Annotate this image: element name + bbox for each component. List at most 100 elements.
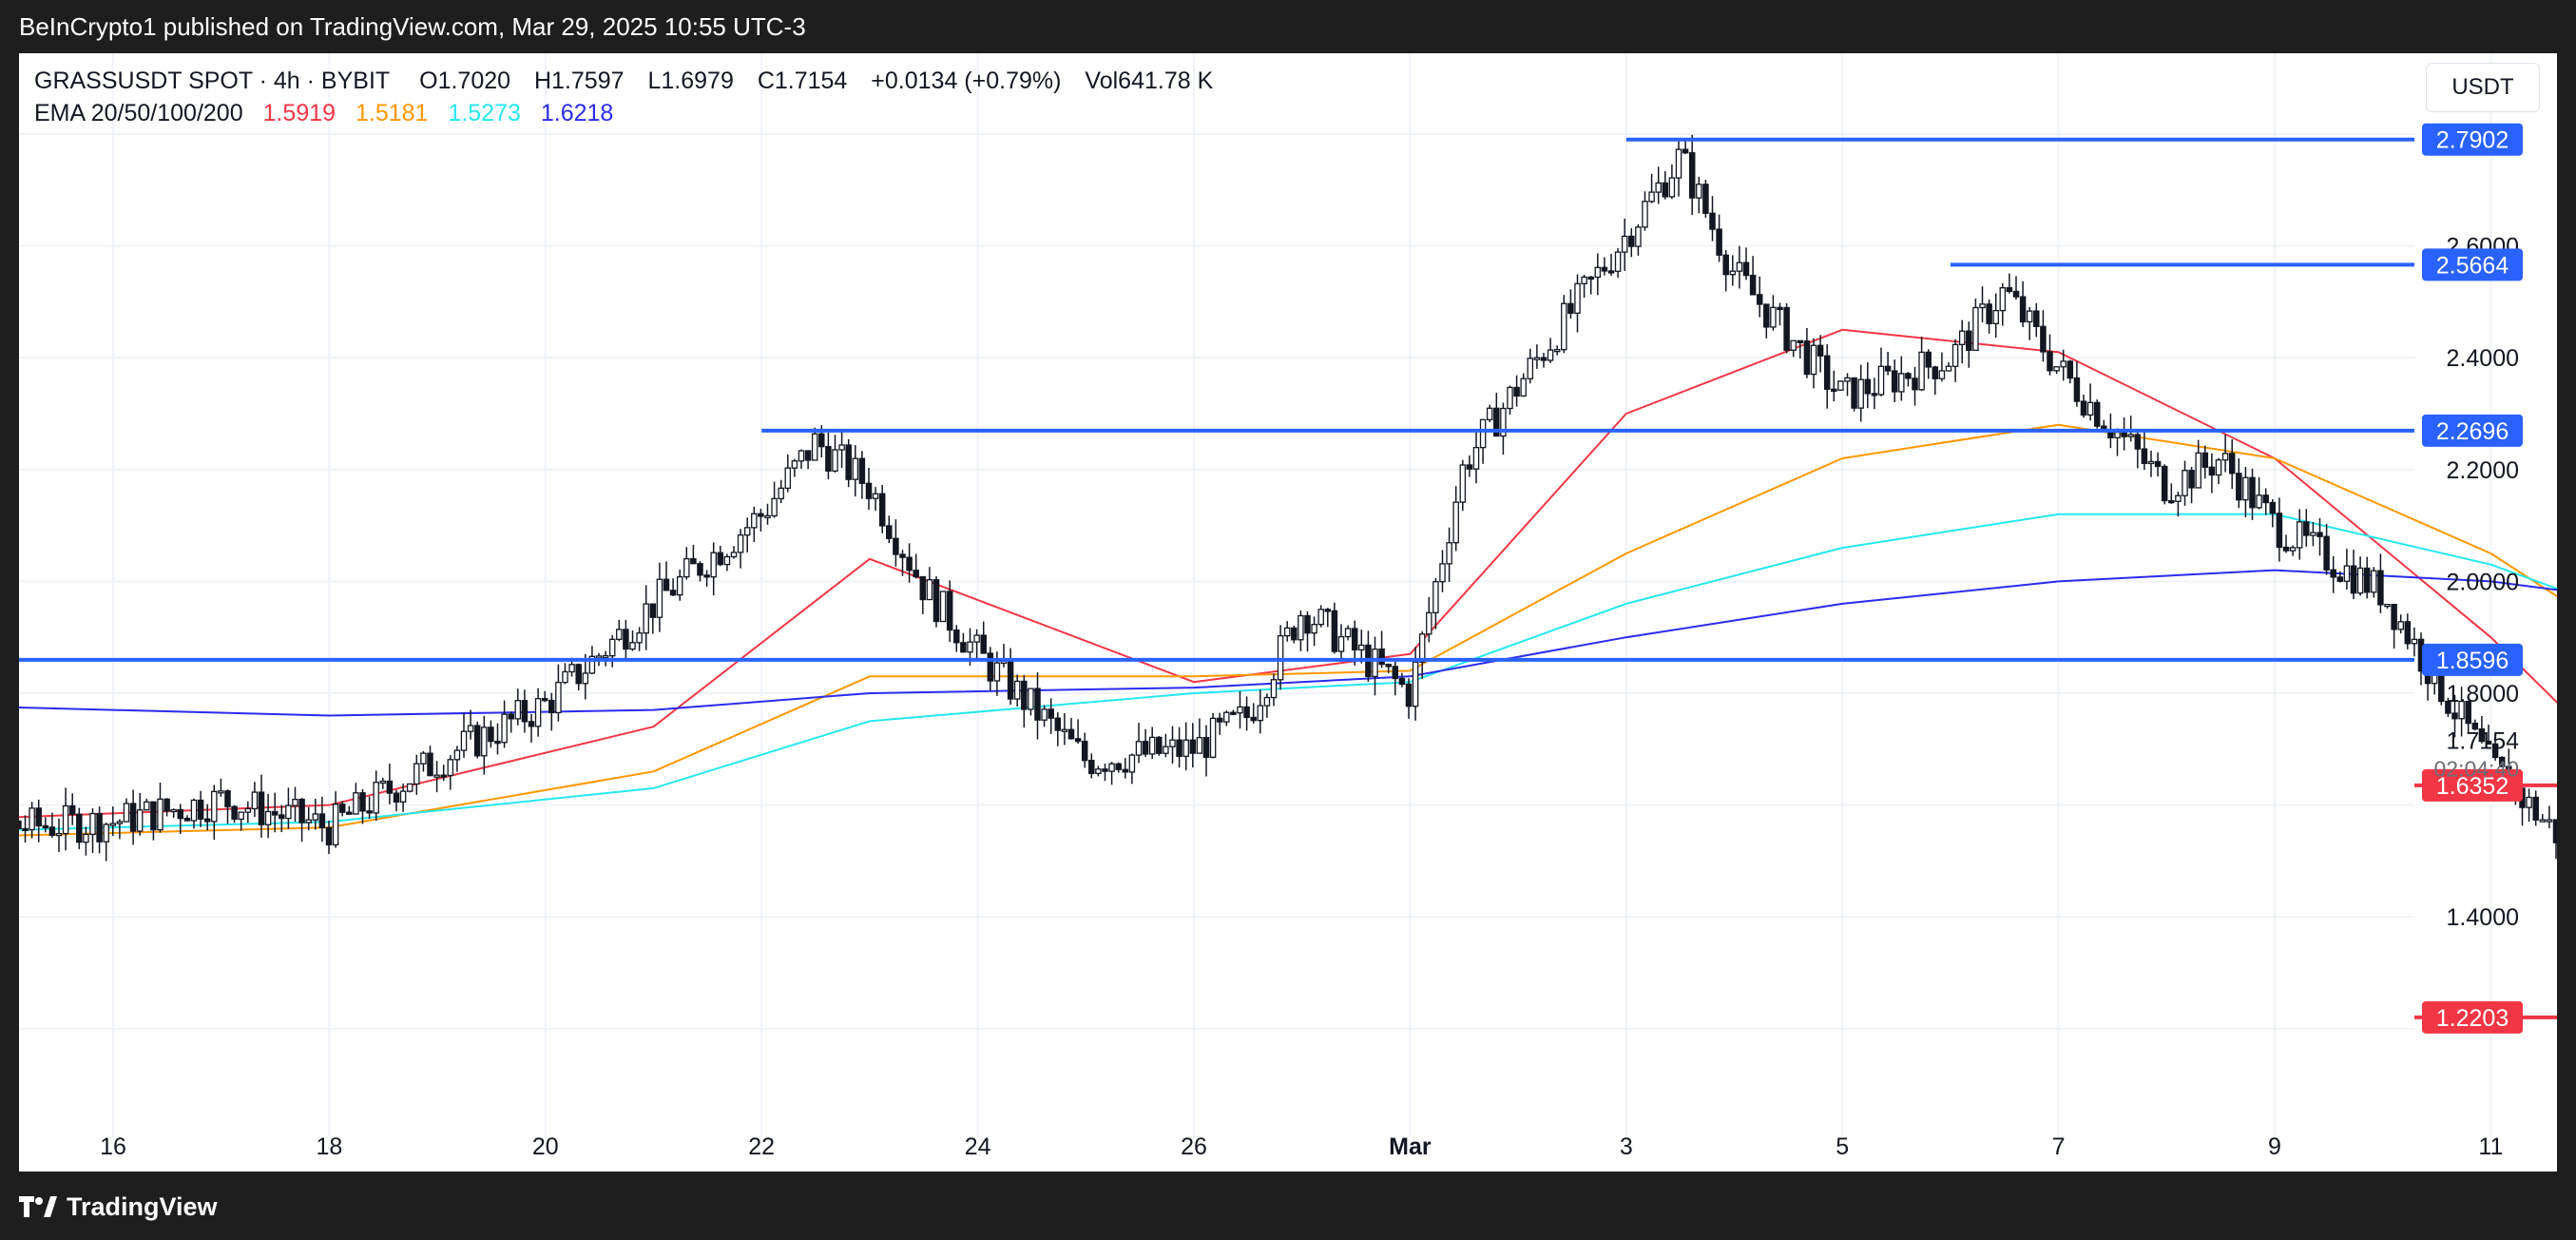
candle-bear [1871, 393, 1878, 397]
candle-bull [2060, 360, 2067, 368]
candle-bull [1507, 386, 1513, 410]
candle-bull [1945, 365, 1952, 372]
candle-bear [224, 790, 231, 807]
ema200-value: 1.6218 [540, 100, 614, 126]
last-price-label: 1.7154 [2447, 728, 2520, 755]
candle-bull [1668, 177, 1676, 198]
level-badge-2.5664 [2422, 248, 2523, 281]
candle-bear [2249, 476, 2256, 509]
candle-bull [1938, 370, 1946, 379]
candle-bear [2134, 434, 2142, 450]
candle-bear [953, 629, 960, 644]
candle-bear [1067, 728, 1075, 740]
candle-bull [1553, 349, 1561, 353]
symbol-label[interactable]: GRASSUSDT SPOT · 4h · BYBIT [34, 68, 391, 94]
candle-bull [771, 497, 778, 517]
candle-bear [2323, 535, 2330, 571]
candle-bear [427, 752, 433, 777]
level-badge-1.2203 [2422, 1000, 2523, 1034]
candle-bear [2208, 466, 2216, 476]
candle-bear [1493, 407, 1500, 437]
currency-unit-button[interactable]: USDT [2426, 63, 2540, 112]
candle-bull [123, 803, 130, 823]
candle-bear [1682, 148, 1689, 154]
candle-bear [440, 774, 447, 778]
ema20-value: 1.5919 [262, 100, 336, 126]
candle-bull [1635, 226, 1642, 247]
date-tick-label: 20 [532, 1133, 559, 1160]
candle-bull [1209, 717, 1217, 758]
candle-bull [1061, 728, 1068, 732]
candle-bull [798, 450, 805, 462]
date-tick-label: 9 [2268, 1133, 2281, 1160]
candle-bear [548, 699, 555, 714]
candle-bull [460, 730, 468, 751]
candle-bear [1884, 365, 1892, 372]
candle-bull [2289, 547, 2297, 552]
publisher-line: BeInCrypto1 published on TradingView.com… [19, 12, 806, 41]
candle-bull [514, 700, 522, 720]
candle-bear [1756, 294, 1763, 305]
candle-bear [96, 812, 103, 843]
level-badge-label: 2.5664 [2436, 252, 2509, 279]
candle-bull [534, 698, 542, 727]
candle-bear [203, 818, 211, 823]
price-chart[interactable]: 1.40001.80002.00002.20002.40002.60002.79… [19, 53, 2557, 1172]
candle-bear [346, 811, 353, 815]
candle-bear [2012, 290, 2020, 298]
candle-bear [325, 826, 333, 846]
candle-bear [231, 805, 238, 821]
candle-bear [1763, 303, 1770, 328]
level-badge-2.2696 [2422, 414, 2523, 447]
candle-bear [1142, 741, 1149, 755]
price-tick-label: 1.4000 [2447, 904, 2519, 931]
candle-bear [649, 603, 657, 618]
date-tick-label: 24 [965, 1133, 991, 1160]
volume-value: Vol641.78 K [1085, 68, 1214, 94]
candle-bear [2478, 727, 2486, 743]
candle-bull [1837, 380, 1844, 391]
candle-bear [2188, 470, 2195, 489]
candle-bull [251, 791, 259, 810]
candle-bull [2147, 460, 2155, 465]
candle-bull [399, 790, 407, 803]
level-badge-label: 2.2696 [2436, 418, 2509, 445]
candle-bear [2282, 546, 2290, 552]
candle-bull [751, 513, 758, 529]
candle-bull [1675, 148, 1682, 179]
candle-bull [1951, 343, 1959, 367]
chart-panel[interactable]: 1.4000 1.8000 2.0000 2.2000 2.4000 2.6000 2.79… [19, 53, 2557, 1172]
candle-bull [1574, 282, 1581, 314]
candle-bear [2330, 569, 2336, 578]
candle-bull [608, 638, 616, 657]
candle-bull [1486, 407, 1493, 421]
candle-bull [1358, 644, 1365, 651]
candle-bull [1648, 191, 1655, 203]
candle-bear [488, 727, 494, 743]
candle-bull [582, 672, 589, 685]
candle-bull [967, 641, 973, 653]
candle-bull [555, 681, 562, 714]
tradingview-logo[interactable]: TradingView [19, 1192, 218, 1221]
candle-bear [1905, 373, 1912, 379]
candle-bull [1148, 736, 1156, 755]
candle-bear [1230, 711, 1237, 715]
candle-bear [2067, 360, 2074, 379]
candle-bear [1777, 306, 1783, 311]
candle-bear [1054, 717, 1062, 731]
candle-bull [710, 552, 717, 578]
candle-bear [2236, 473, 2242, 501]
candle-bull [1547, 349, 1554, 361]
candle-bull [29, 807, 35, 831]
candle-bear [1324, 609, 1332, 612]
low-value: L1.6979 [647, 68, 734, 94]
candle-bear [703, 574, 710, 578]
candle-bear [2228, 453, 2236, 475]
candle-bull [136, 809, 144, 832]
candle-bull [1459, 464, 1467, 503]
candle-bear [946, 591, 953, 631]
candle-bear [1702, 184, 1709, 214]
candle-bear [858, 457, 866, 484]
candle-bear [2465, 700, 2471, 725]
ema-label[interactable]: EMA 20/50/100/200 [34, 100, 243, 126]
